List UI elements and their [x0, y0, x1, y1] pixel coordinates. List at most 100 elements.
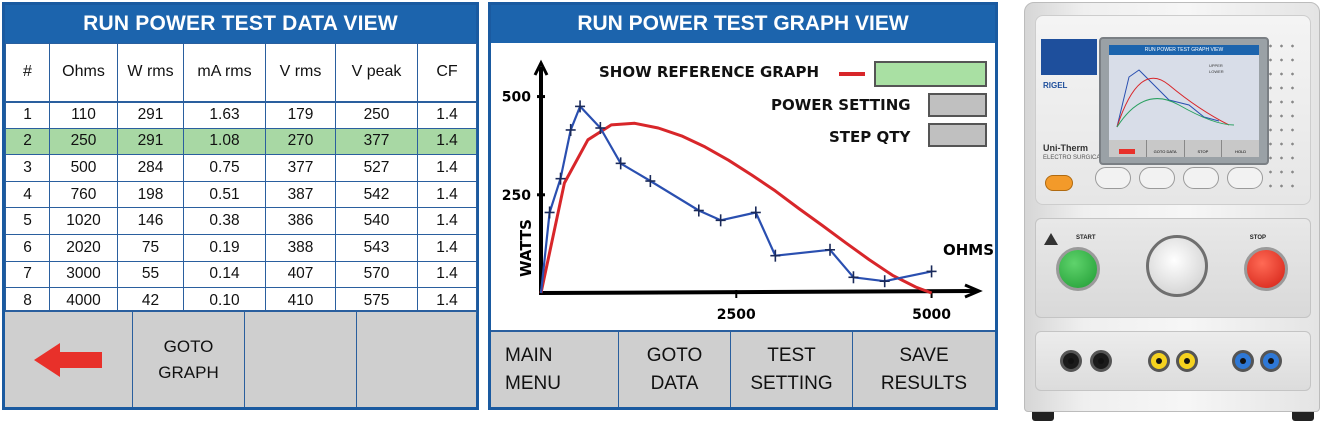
stop-button[interactable] — [1244, 247, 1288, 291]
table-row[interactable]: 4 760 198 0.51 387 542 1.4 — [5, 180, 477, 209]
table-cell: 2020 — [49, 233, 118, 262]
back-button[interactable] — [5, 312, 133, 407]
power-knob[interactable] — [1146, 235, 1208, 297]
device-foot-right — [1292, 412, 1314, 421]
graph-view-panel: RUN POWER TEST GRAPH VIEW 250 500 2500 5000… — [488, 2, 998, 410]
table-cell: 760 — [49, 180, 118, 209]
column-header: # — [5, 43, 50, 103]
blue-jack-1[interactable] — [1232, 350, 1254, 372]
table-cell: 7 — [5, 260, 50, 289]
graph-view-title: RUN POWER TEST GRAPH VIEW — [491, 5, 995, 43]
start-label: START — [1076, 235, 1096, 241]
device-softkey-3[interactable] — [1183, 167, 1219, 189]
show-reference-toggle[interactable] — [874, 61, 987, 87]
analyser-device-image: RIGEL Uni-Therm ELECTRO SURGICAL ANALYSE… — [1022, 2, 1322, 421]
table-cell: 0.14 — [183, 260, 266, 289]
empty-softkey-3[interactable] — [245, 312, 357, 407]
column-header: W rms — [117, 43, 184, 103]
model-title: Uni-Therm — [1043, 143, 1088, 153]
reference-curve — [539, 121, 933, 295]
warning-triangle-icon — [1044, 233, 1058, 245]
results-table: # Ohms W rms mA rms V rms V peak CF 1 110 291 1.6… — [5, 43, 477, 315]
power-setting-field[interactable] — [928, 93, 987, 117]
table-cell: 250 — [49, 127, 118, 156]
black-jack-1[interactable] — [1060, 350, 1082, 372]
device-softkey-1[interactable] — [1095, 167, 1131, 189]
table-cell: 1.08 — [183, 127, 266, 156]
goto-data-button[interactable]: GOTO DATA — [619, 332, 731, 407]
table-cell: 6 — [5, 233, 50, 262]
table-cell: 387 — [265, 180, 336, 209]
table-row[interactable]: 7 3000 55 0.14 407 570 1.4 — [5, 260, 477, 289]
table-cell: 75 — [117, 233, 184, 262]
data-view-footer: GOTO GRAPH — [5, 310, 476, 407]
graph-area: 250 500 2500 5000 OHMS WATTS SHOW REFERENCE G… — [491, 43, 995, 330]
table-cell: 270 — [265, 127, 336, 156]
data-view-panel: RUN POWER TEST DATA VIEW # Ohms W rms mA rm… — [2, 2, 479, 410]
y-axis-label: WATTS — [517, 219, 535, 277]
device-softkey-2[interactable] — [1139, 167, 1175, 189]
table-cell: 377 — [335, 127, 418, 156]
yellow-jack-1[interactable] — [1148, 350, 1170, 372]
reference-swatch — [839, 72, 865, 76]
x-tick-label: 5000 — [912, 307, 951, 323]
orange-power-button[interactable] — [1045, 175, 1073, 191]
mini-softkey-2: STOP — [1185, 140, 1223, 157]
yellow-jack-2[interactable] — [1176, 350, 1198, 372]
test-setting-button[interactable]: TEST SETTING — [731, 332, 853, 407]
step-qty-field[interactable] — [928, 123, 987, 147]
graph-view-footer: MAIN MENU GOTO DATA TEST SETTING SAVE RE… — [491, 330, 995, 407]
table-row[interactable]: 2 250 291 1.08 270 377 1.4 — [5, 127, 477, 156]
blue-jack-2[interactable] — [1260, 350, 1282, 372]
table-row[interactable]: 1 110 291 1.63 179 250 1.4 — [5, 101, 477, 129]
table-cell: 291 — [117, 101, 184, 129]
x-axis — [540, 289, 978, 295]
table-cell: 377 — [265, 154, 336, 182]
speaker-grille — [1265, 39, 1299, 189]
table-row[interactable]: 5 1020 146 0.38 386 540 1.4 — [5, 207, 477, 235]
x-tick-label: 2500 — [717, 307, 756, 323]
table-cell: 0.38 — [183, 207, 266, 235]
table-cell: 0.19 — [183, 233, 266, 262]
black-jack-2[interactable] — [1090, 350, 1112, 372]
column-header: Ohms — [49, 43, 118, 103]
table-cell: 1.4 — [417, 101, 477, 129]
device-foot-left — [1032, 412, 1054, 421]
model-subtitle: ELECTRO SURGICAL ANALYSER — [1043, 155, 1137, 161]
show-reference-label: SHOW REFERENCE GRAPH — [599, 63, 820, 81]
table-cell: 1.4 — [417, 260, 477, 289]
main-menu-button[interactable]: MAIN MENU — [491, 332, 619, 407]
table-cell: 542 — [335, 180, 418, 209]
measured-curve — [539, 105, 932, 294]
table-cell: 284 — [117, 154, 184, 182]
column-header: mA rms — [183, 43, 266, 103]
table-row[interactable]: 3 500 284 0.75 377 527 1.4 — [5, 154, 477, 182]
table-cell: 1.4 — [417, 154, 477, 182]
rigel-logo — [1041, 39, 1097, 75]
table-cell: 3000 — [49, 260, 118, 289]
data-view-title: RUN POWER TEST DATA VIEW — [5, 5, 476, 43]
table-cell: 407 — [265, 260, 336, 289]
table-cell: 1.4 — [417, 127, 477, 156]
step-qty-label: STEP QTY — [829, 128, 911, 146]
goto-graph-button[interactable]: GOTO GRAPH — [133, 312, 245, 407]
table-row[interactable]: 6 2020 75 0.19 388 543 1.4 — [5, 233, 477, 262]
table-cell: 0.75 — [183, 154, 266, 182]
save-results-button[interactable]: SAVE RESULTS — [880, 344, 968, 394]
table-cell: 540 — [335, 207, 418, 235]
device-softkey-4[interactable] — [1227, 167, 1263, 189]
table-cell: 388 — [265, 233, 336, 262]
rigel-logo-text: RIGEL — [1043, 81, 1068, 90]
table-cell: 500 — [49, 154, 118, 182]
table-cell: 1.63 — [183, 101, 266, 129]
table-cell: 5 — [5, 207, 50, 235]
table-header-row: # Ohms W rms mA rms V rms V peak CF — [5, 43, 477, 103]
column-header: V rms — [265, 43, 336, 103]
column-header: V peak — [335, 43, 418, 103]
table-cell: 146 — [117, 207, 184, 235]
empty-softkey-4[interactable] — [357, 312, 476, 407]
stop-label: STOP — [1249, 235, 1266, 241]
table-cell: 110 — [49, 101, 118, 129]
table-cell: 198 — [117, 180, 184, 209]
start-button[interactable] — [1056, 247, 1100, 291]
